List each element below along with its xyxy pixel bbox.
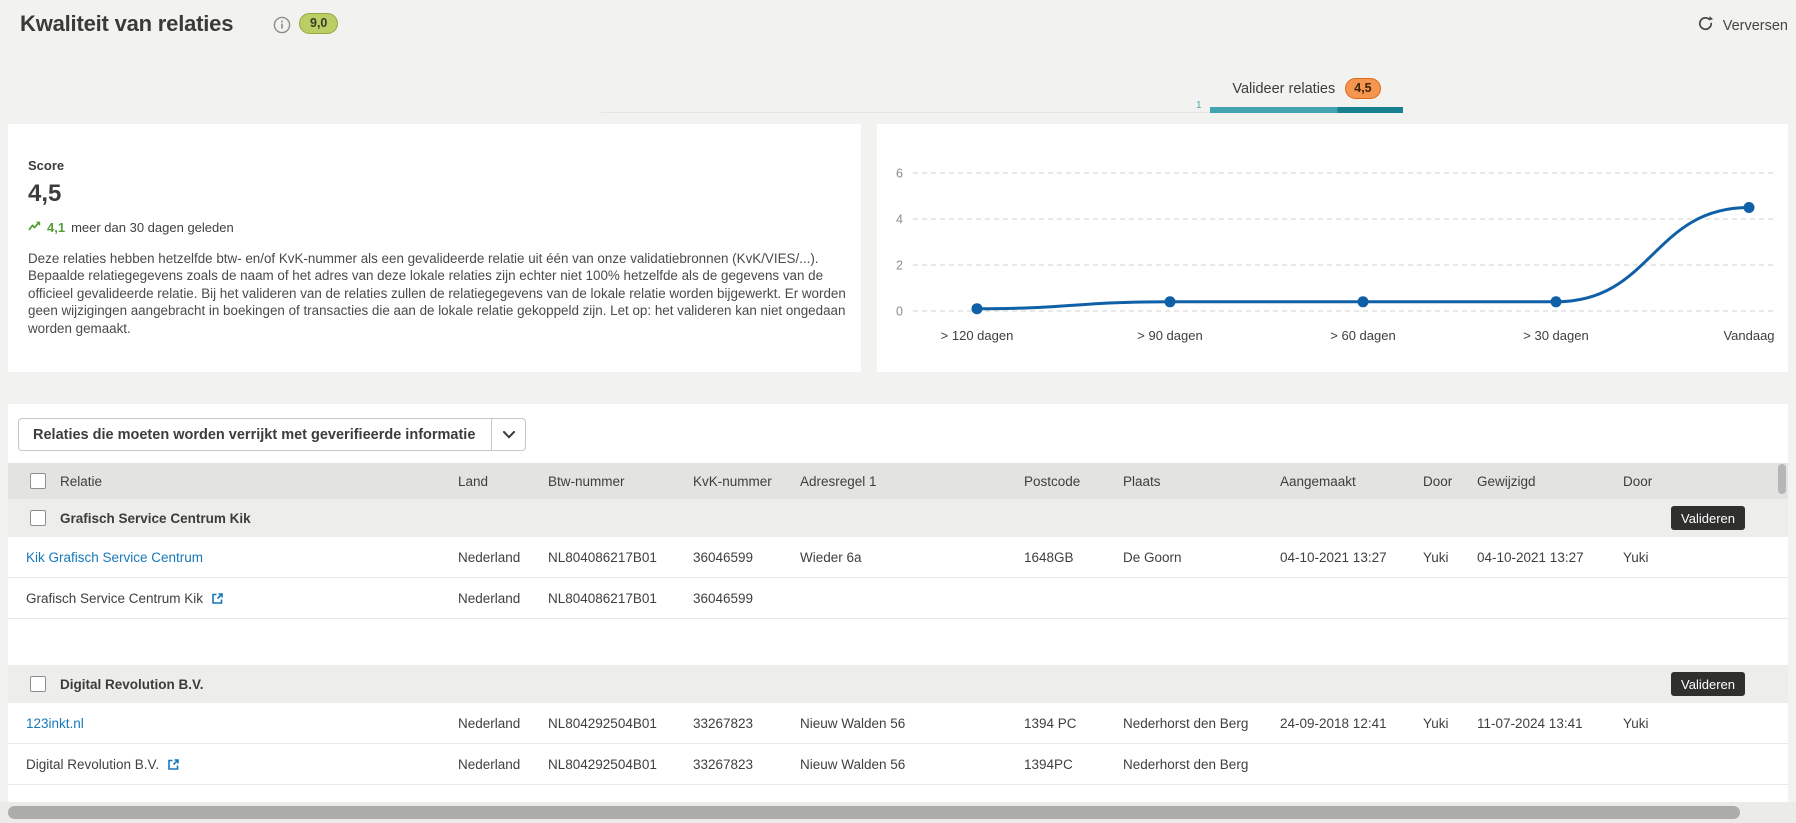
group-checkbox[interactable]	[30, 510, 46, 526]
refresh-button[interactable]: Verversen	[1697, 15, 1788, 37]
column-header-door-aangemaakt: Door	[1415, 474, 1469, 489]
trend-value: 4,1	[47, 220, 65, 235]
relations-filter-dropdown[interactable]: Relaties die moeten worden verrijkt met …	[18, 418, 526, 451]
svg-text:> 60 dagen: > 60 dagen	[1330, 328, 1395, 343]
score-panel: Score 4,5 4,1 meer dan 30 dagen geleden …	[8, 124, 861, 372]
tab-valideer-relaties[interactable]: Valideer relaties 4,5	[1210, 70, 1403, 107]
table-row: 123inkt.nl Nederland NL804292504B01 3326…	[8, 703, 1788, 744]
column-header-aangemaakt: Aangemaakt	[1272, 474, 1415, 489]
cell-plaats: De Goorn	[1115, 550, 1272, 565]
active-tab-underline	[1210, 107, 1403, 113]
horizontal-scrollbar-track	[0, 802, 1796, 823]
column-header-relatie: Relatie	[60, 474, 102, 489]
table-header-row: Relatie Land Btw-nummer KvK-nummer Adres…	[8, 463, 1788, 499]
info-icon[interactable]	[273, 16, 291, 34]
tab-count-indicator: 1	[1196, 100, 1202, 111]
cell-postcode: 1394 PC	[1016, 716, 1115, 731]
cell-kvk-nummer: 36046599	[685, 550, 792, 565]
column-header-kvk-nummer: KvK-nummer	[685, 474, 792, 489]
svg-text:> 120 dagen: > 120 dagen	[941, 328, 1014, 343]
cell-gewijzigd: 11-07-2024 13:41	[1469, 716, 1615, 731]
cell-btw-nummer: NL804292504B01	[540, 757, 685, 772]
relation-link[interactable]: 123inkt.nl	[26, 716, 84, 731]
cell-aangemaakt: 04-10-2021 13:27	[1272, 550, 1415, 565]
cell-postcode: 1648GB	[1016, 550, 1115, 565]
svg-text:> 90 dagen: > 90 dagen	[1137, 328, 1202, 343]
score-description: Deze relaties hebben hetzelfde btw- en/o…	[28, 250, 850, 337]
column-header-door-gewijzigd: Door	[1615, 474, 1700, 489]
table-row: Digital Revolution B.V. Nederland NL8042…	[8, 744, 1788, 785]
svg-text:2: 2	[896, 259, 903, 273]
filter-selected-option: Relaties die moeten worden verrijkt met …	[19, 419, 491, 450]
score-trend: 4,1 meer dan 30 dagen geleden	[28, 220, 861, 235]
column-header-postcode: Postcode	[1016, 474, 1115, 489]
table-row: Kik Grafisch Service Centrum Nederland N…	[8, 537, 1788, 578]
cell-plaats: Nederhorst den Berg	[1115, 716, 1272, 731]
cell-land: Nederland	[450, 757, 540, 772]
chart-panel: 0 2 4 6 > 120 dagen > 90 dagen > 60 dagen > 30 …	[877, 124, 1788, 372]
trend-up-icon	[28, 220, 41, 235]
relations-table-card: Relaties die moeten worden verrijkt met …	[8, 404, 1788, 802]
svg-text:> 30 dagen: > 30 dagen	[1523, 328, 1588, 343]
tab-label: Valideer relaties	[1232, 81, 1335, 97]
cell-gewijzigd-door: Yuki	[1615, 550, 1700, 565]
validate-button[interactable]: Valideren	[1671, 672, 1745, 696]
cell-land: Nederland	[450, 716, 540, 731]
column-header-btw-nummer: Btw-nummer	[540, 474, 685, 489]
cell-plaats: Nederhorst den Berg	[1115, 757, 1272, 772]
svg-text:6: 6	[896, 167, 903, 181]
cell-kvk-nummer: 33267823	[685, 757, 792, 772]
row-spacer	[8, 619, 1788, 665]
group-row: Grafisch Service Centrum Kik Valideren	[8, 499, 1788, 537]
relation-name: Digital Revolution B.V.	[26, 757, 159, 772]
score-history-line-chart: 0 2 4 6 > 120 dagen > 90 dagen > 60 dagen > 30 …	[877, 124, 1788, 372]
svg-text:4: 4	[896, 213, 903, 227]
cell-gewijzigd: 04-10-2021 13:27	[1469, 550, 1615, 565]
cell-btw-nummer: NL804292504B01	[540, 716, 685, 731]
cell-adresregel: Nieuw Walden 56	[792, 716, 1016, 731]
vertical-scrollbar-thumb[interactable]	[1778, 464, 1786, 494]
column-header-land: Land	[450, 474, 540, 489]
cell-gewijzigd-door: Yuki	[1615, 716, 1700, 731]
svg-text:0: 0	[896, 305, 903, 319]
relation-link[interactable]: Kik Grafisch Service Centrum	[26, 550, 203, 565]
cell-land: Nederland	[450, 591, 540, 606]
validate-button[interactable]: Valideren	[1671, 506, 1745, 530]
group-checkbox[interactable]	[30, 676, 46, 692]
table-row: Grafisch Service Centrum Kik Nederland N…	[8, 578, 1788, 619]
chevron-down-icon	[491, 419, 525, 450]
trend-suffix: meer dan 30 dagen geleden	[71, 220, 234, 235]
score-label: Score	[28, 158, 861, 173]
cell-btw-nummer: NL804086217B01	[540, 550, 685, 565]
column-header-gewijzigd: Gewijzigd	[1469, 474, 1615, 489]
quality-score-badge: 9,0	[299, 13, 338, 34]
score-value: 4,5	[28, 180, 861, 208]
cell-land: Nederland	[450, 550, 540, 565]
cell-btw-nummer: NL804086217B01	[540, 591, 685, 606]
svg-text:Vandaag: Vandaag	[1723, 328, 1774, 343]
select-all-checkbox[interactable]	[30, 473, 46, 489]
group-name: Grafisch Service Centrum Kik	[60, 511, 251, 526]
group-row: Digital Revolution B.V. Valideren	[8, 665, 1788, 703]
refresh-label: Verversen	[1723, 18, 1788, 34]
page-title: Kwaliteit van relaties	[20, 11, 233, 37]
group-name: Digital Revolution B.V.	[60, 677, 204, 692]
cell-aangemaakt-door: Yuki	[1415, 716, 1469, 731]
column-header-adresregel-1: Adresregel 1	[792, 474, 1016, 489]
cell-aangemaakt-door: Yuki	[1415, 550, 1469, 565]
cell-aangemaakt: 24-09-2018 12:41	[1272, 716, 1415, 731]
refresh-icon	[1697, 15, 1714, 37]
tab-count-badge: 4,5	[1345, 78, 1380, 99]
cell-kvk-nummer: 36046599	[685, 591, 792, 606]
horizontal-scrollbar-thumb[interactable]	[8, 806, 1740, 819]
cell-kvk-nummer: 33267823	[685, 716, 792, 731]
cell-adresregel: Nieuw Walden 56	[792, 757, 1016, 772]
cell-postcode: 1394PC	[1016, 757, 1115, 772]
cell-adresregel: Wieder 6a	[792, 550, 1016, 565]
column-header-plaats: Plaats	[1115, 474, 1272, 489]
external-link-icon[interactable]	[167, 758, 180, 771]
external-link-icon[interactable]	[211, 592, 224, 605]
relation-name: Grafisch Service Centrum Kik	[26, 591, 203, 606]
